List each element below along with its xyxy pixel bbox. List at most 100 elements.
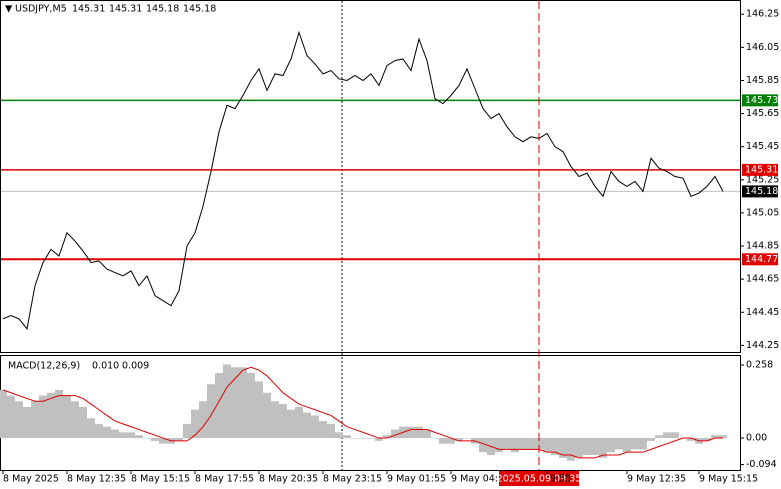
macd-bar	[191, 409, 199, 439]
x-tick-label: 9 May 01:55	[387, 474, 446, 485]
macd-bar	[503, 438, 511, 450]
level-label: 144.77	[745, 254, 778, 265]
macd-layer: 0.258 0.00 -0.094	[0, 360, 777, 470]
x-tick-label: 9 May 15:15	[699, 474, 758, 485]
macd-bar	[495, 438, 503, 453]
macd-value: 0.010	[92, 361, 119, 372]
macd-title: MACD(12,26,9)	[8, 361, 80, 372]
macd-bar	[7, 395, 15, 439]
macd-bar	[335, 432, 343, 439]
macd-bar	[103, 426, 111, 439]
y-tick-label: 0.00	[746, 433, 767, 444]
macd-bar	[295, 406, 303, 439]
x-tick-label: 8 May 15:15	[131, 474, 190, 485]
macd-bar	[439, 438, 447, 444]
macd-bar	[359, 438, 367, 439]
x-tick-label: 8 May 12:35	[67, 474, 126, 485]
macd-bar	[599, 438, 607, 458]
macd-bar	[279, 404, 287, 439]
macd-bar	[55, 389, 63, 439]
y-tick-label: 146.25	[746, 9, 779, 20]
macd-bar	[407, 426, 415, 439]
macd-bar	[31, 401, 39, 439]
macd-bar	[551, 438, 559, 456]
macd-bar	[0, 389, 7, 439]
macd-bar	[415, 426, 423, 439]
y-tick-label: 145.45	[746, 141, 779, 152]
level-label-box	[742, 94, 778, 107]
x-tick-label: 9:55	[550, 474, 571, 485]
macd-bar	[647, 438, 655, 441]
macd-bar	[127, 432, 135, 439]
macd-bar	[47, 392, 55, 439]
macd-bar	[615, 438, 623, 450]
macd-panel	[0, 355, 741, 471]
macd-bar	[287, 409, 295, 439]
macd-bar	[23, 406, 31, 439]
macd-bar	[447, 438, 455, 444]
macd-bar	[319, 421, 327, 439]
ohlc-readout: 145.31 145.31 145.18 145.18	[72, 4, 216, 15]
y-tick-label: 0.258	[746, 360, 773, 371]
macd-bar	[247, 372, 255, 439]
macd-bar	[711, 435, 719, 439]
macd-bar	[455, 438, 463, 441]
y-tick-label: 144.45	[746, 307, 779, 318]
macd-value: 0.009	[122, 361, 149, 372]
macd-bar	[391, 429, 399, 439]
macd-bar	[375, 438, 383, 441]
ohlc-value: 145.18	[183, 4, 216, 15]
macd-bar	[183, 423, 191, 439]
macd-bar	[223, 364, 231, 439]
y-tick-label: 146.05	[746, 42, 779, 53]
ohlc-value: 145.31	[109, 4, 142, 15]
macd-bar	[607, 438, 615, 453]
macd-bar	[631, 438, 639, 450]
x-tick-label: 8 May 23:15	[323, 474, 382, 485]
macd-bar	[583, 438, 591, 456]
macd-bar	[327, 423, 335, 439]
price-line	[2, 30, 724, 330]
macd-bar	[239, 367, 247, 439]
macd-bar	[343, 435, 351, 439]
symbol: USDJPY,M5	[15, 4, 67, 15]
macd-bar	[431, 438, 439, 439]
macd-bar	[719, 435, 727, 439]
macd-bar	[463, 438, 471, 439]
level-label-box	[742, 253, 778, 266]
macd-bar	[143, 438, 151, 439]
macd-bar	[255, 381, 263, 439]
macd-bar	[543, 438, 551, 453]
y-tick-label: 144.85	[746, 241, 779, 252]
header-arrow: ▼	[5, 4, 13, 15]
macd-bar	[79, 406, 87, 439]
y-tick-label: 145.25	[746, 174, 779, 185]
x-tick-label: 8 May 17:55	[195, 474, 254, 485]
macd-bar	[383, 435, 391, 439]
ohlc-value: 145.18	[146, 4, 179, 15]
macd-bar	[519, 438, 527, 450]
macd-bar	[135, 435, 143, 439]
macd-bar	[351, 438, 359, 439]
macd-bar	[71, 401, 79, 439]
y-tick-label: 145.65	[746, 108, 779, 119]
macd-bar	[663, 432, 671, 439]
level-label-box	[742, 163, 778, 176]
macd-bar	[623, 438, 631, 453]
macd-bar	[703, 438, 711, 441]
macd-bar	[159, 438, 167, 444]
crosshair-label-box	[499, 471, 579, 486]
ohlc-value: 145.31	[72, 4, 105, 15]
macd-bar	[175, 438, 183, 441]
macd-bar	[687, 438, 695, 441]
macd-bar	[479, 438, 487, 453]
y-tick-label: 144.65	[746, 274, 779, 285]
macd-bar	[311, 415, 319, 439]
x-tick-label: 9 May 12:35	[627, 474, 686, 485]
macd-bar	[535, 438, 543, 450]
macd-bar	[215, 372, 223, 439]
macd-bar	[567, 438, 575, 461]
macd-bar	[671, 432, 679, 439]
macd-bar	[367, 438, 375, 439]
